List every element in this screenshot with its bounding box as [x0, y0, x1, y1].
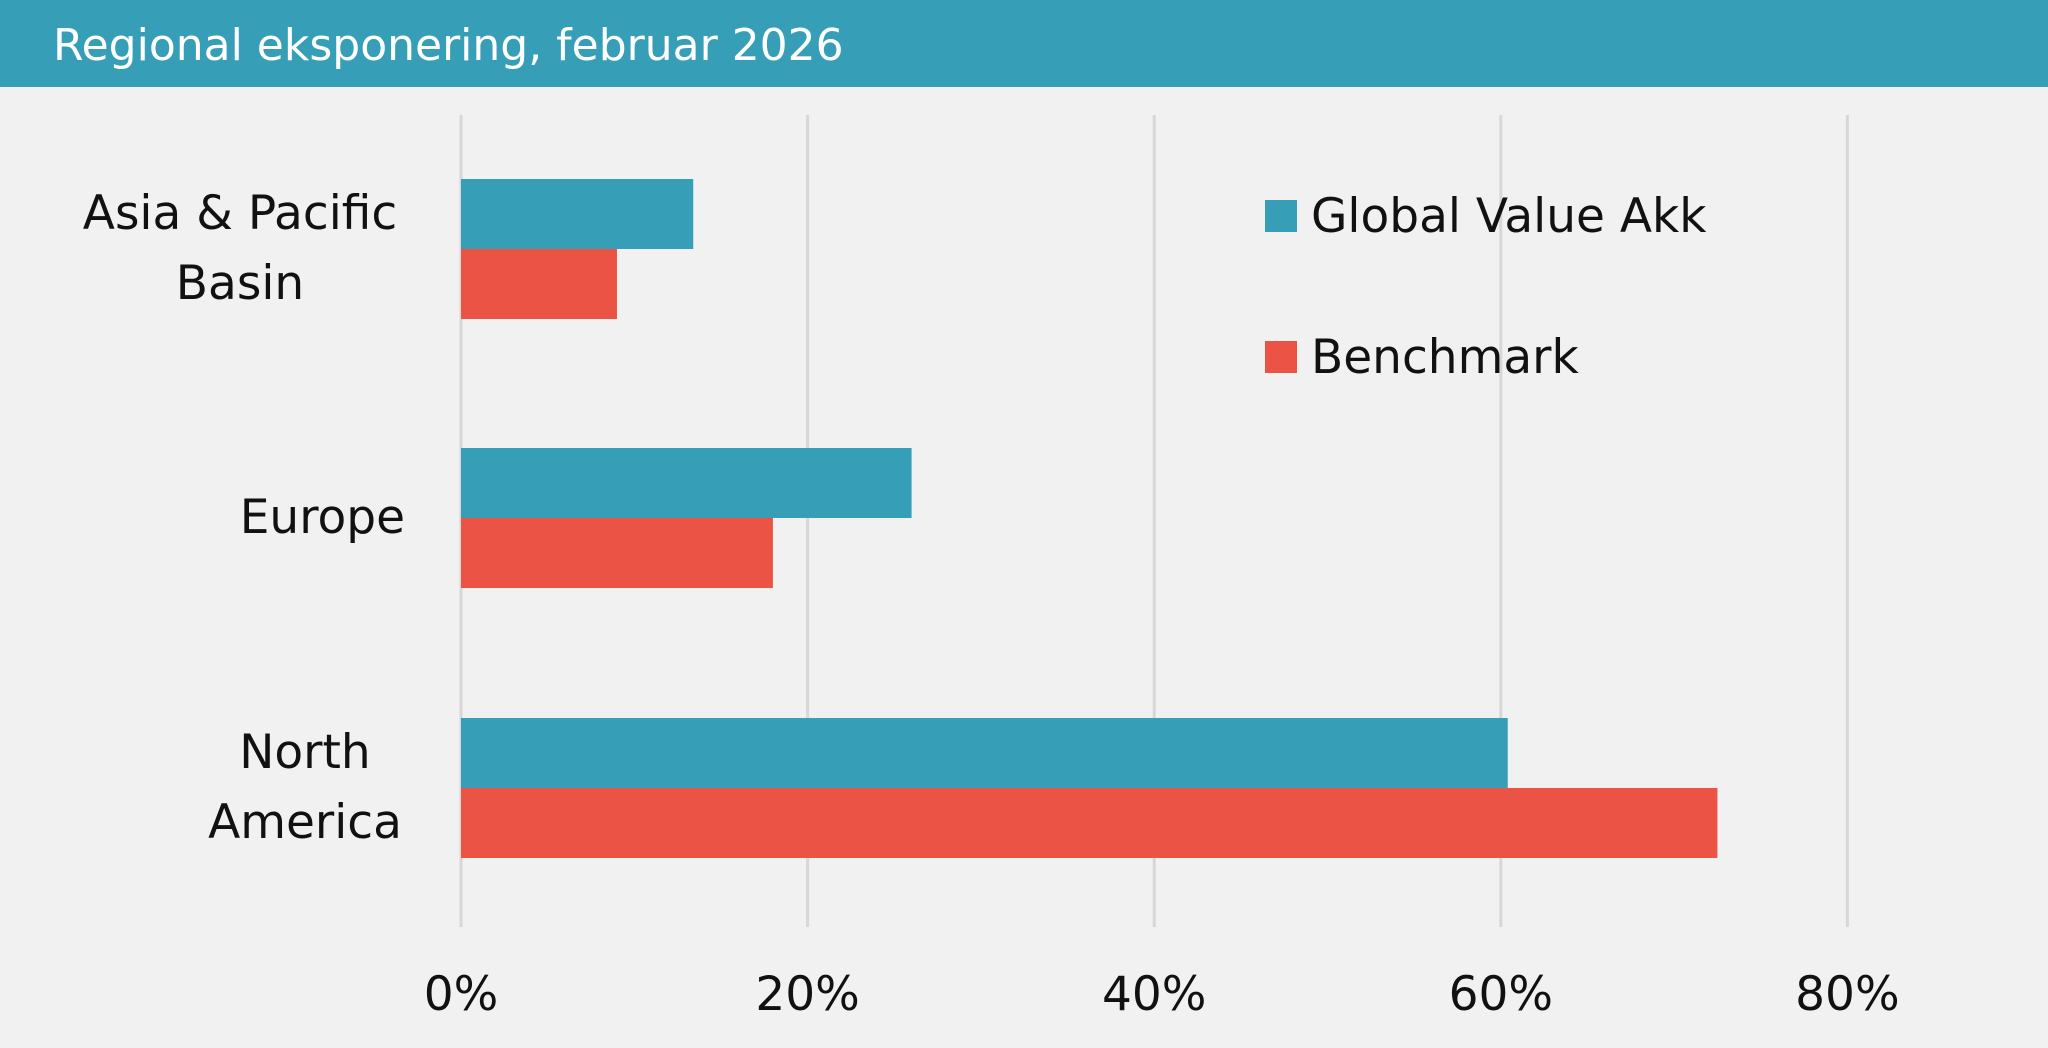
x-tick-label: 60% [1448, 967, 1554, 1022]
legend-item: Global Value Akk [1265, 186, 1706, 246]
category-label: Asia & Pacific Basin [82, 186, 398, 311]
legend-swatch [1265, 341, 1297, 373]
chart-area: 0% 20% 40% 60% 80% Asia & Pacific Basin Europe… [0, 87, 2048, 1044]
bar-global-value-akk-0 [461, 179, 694, 249]
bar-chart [459, 115, 1849, 927]
bar-global-value-akk-2 [461, 718, 1508, 788]
x-tick-label: 20% [755, 967, 860, 1022]
legend-label: Benchmark [1311, 329, 1579, 385]
x-tick-label: 40% [1101, 967, 1207, 1022]
category-label: North America [208, 725, 402, 850]
legend-label: Global Value Akk [1311, 188, 1707, 244]
legend-swatch [1265, 200, 1297, 232]
bar-global-value-akk-1 [461, 448, 912, 518]
x-tick-label: 80% [1795, 967, 1900, 1022]
legend-item: Benchmark [1265, 327, 1579, 387]
bar-benchmark-1 [461, 518, 773, 588]
x-tick-label: 0% [423, 967, 499, 1022]
bar-benchmark-0 [461, 249, 617, 319]
chart-title: Regional eksponering, februar 2026 [53, 20, 844, 71]
category-label: Europe [239, 490, 405, 545]
title-bar: Regional eksponering, februar 2026 [0, 0, 2048, 87]
bar-benchmark-2 [461, 788, 1718, 858]
